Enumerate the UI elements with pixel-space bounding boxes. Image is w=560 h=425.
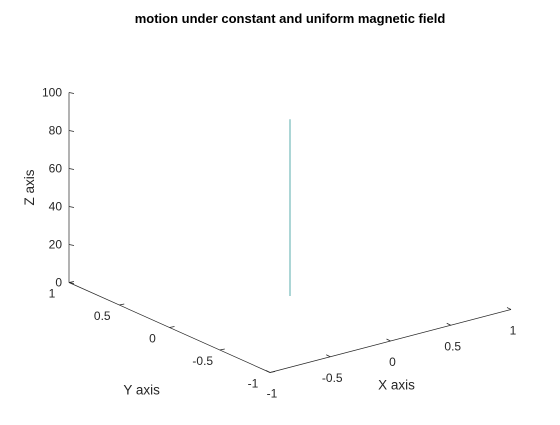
y-tick — [169, 326, 175, 328]
z-tick-label: 80 — [49, 124, 63, 138]
x-tick-label: 0.5 — [444, 339, 461, 353]
x-tick — [326, 354, 331, 358]
y-axis-label: Y axis — [123, 383, 160, 398]
z-tick — [68, 244, 75, 246]
x-tick — [265, 370, 271, 373]
z-tick-label: 20 — [49, 238, 63, 252]
y-tick-label: 0.5 — [94, 309, 111, 323]
x-tick-label: 1 — [510, 324, 517, 338]
z-axis-label: Z axis — [22, 169, 37, 205]
x-tick-label: 0 — [389, 355, 396, 369]
x-tick-label: -1 — [267, 387, 278, 401]
y-tick — [269, 371, 276, 373]
x-tick — [386, 338, 391, 342]
x-tick — [506, 307, 512, 310]
z-tick-label: 0 — [55, 276, 62, 290]
y-tick-label: -1 — [248, 377, 259, 391]
z-tick — [68, 92, 75, 94]
z-tick — [68, 130, 75, 132]
y-tick-label: 1 — [49, 287, 56, 301]
z-tick — [68, 206, 75, 208]
x-tick — [446, 322, 451, 326]
x-tick-label: -0.5 — [322, 371, 343, 385]
z-tick — [68, 282, 75, 284]
y-tick — [119, 303, 125, 306]
y-tick-label: -0.5 — [192, 354, 213, 368]
x-axis-label: X axis — [378, 377, 415, 392]
z-tick-label: 40 — [49, 200, 63, 214]
y-tick-label: 0 — [149, 332, 156, 346]
z-tick — [68, 168, 75, 170]
z-tick-label: 100 — [42, 86, 62, 100]
z-tick-label: 60 — [49, 162, 63, 176]
y-tick — [219, 348, 225, 351]
chart-title: motion under constant and uniform magnet… — [135, 11, 446, 26]
